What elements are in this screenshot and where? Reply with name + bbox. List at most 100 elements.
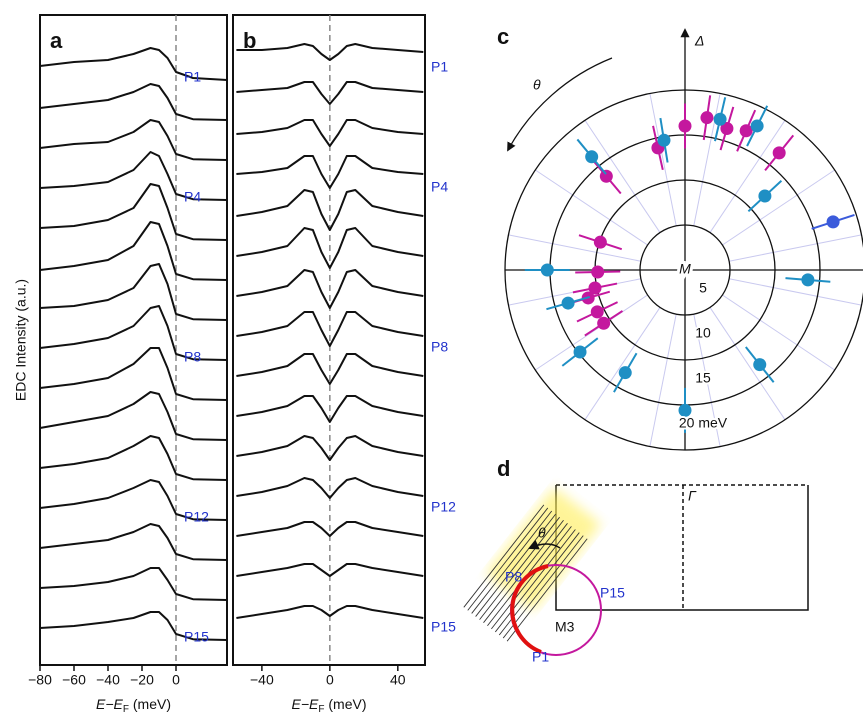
gap-point [753,358,767,372]
edc-curve [236,521,424,537]
edc-curve [39,221,228,281]
gap-point [588,281,602,295]
spoke [535,294,648,371]
glow [486,487,602,611]
gap-point [826,215,840,229]
x-tick-label: −80 [28,672,52,688]
spoke [693,314,721,447]
gap-point [618,366,632,380]
curve-label: P1 [184,69,201,85]
x-axis-title: E−EF (meV) [292,696,367,712]
curve-label: P4 [431,179,448,195]
hatch-line [467,507,549,611]
x-tick-label: 40 [390,672,406,688]
spoke [649,314,677,447]
cut-lines [463,487,602,642]
panel-d: d Γ θ P8 P15 M3 P1 [463,456,809,665]
edc-curve [39,183,228,241]
curve-label: P12 [431,499,456,515]
gap-point [597,316,611,330]
gap-point [720,121,734,135]
hatch-line [483,519,564,623]
edc-curve [236,353,424,385]
edc-curve [236,43,424,61]
gap-point [573,345,587,359]
edc-curve [236,269,424,309]
x-title-part: (meV) [324,696,366,712]
ring-label: 5 [699,280,707,296]
panel-letter: d [497,456,510,481]
spoke [584,307,661,420]
spoke [649,93,677,226]
edc-curve [236,311,424,347]
edc-curve [39,479,228,521]
hatch-line [479,516,560,620]
gap-point [593,235,607,249]
edc-curve [236,435,424,461]
curve-label: P8 [184,349,201,365]
gap-point [750,119,764,133]
edc-curve [236,155,424,189]
edc-curve [39,263,228,321]
edc-curve [236,563,424,577]
curve-label: P15 [184,629,209,645]
edc-curve [39,119,228,161]
hatch-line [491,526,572,630]
hatch-line [502,535,584,639]
x-tick-label: −40 [250,672,274,688]
gap-point [758,189,772,203]
x-axis-title: E−EF (meV) [96,696,171,712]
ring-label: 15 [695,370,711,386]
gap-point [801,273,815,287]
spoke [729,278,862,306]
plot-frame [232,14,426,666]
edc-curve [236,605,424,619]
hatch-line [506,538,588,642]
ring-label: 10 [695,325,711,341]
x-title-sub: F [123,704,129,712]
edc-curve [39,611,228,641]
edc-curve [39,391,228,441]
gamma-label: Γ [688,488,697,504]
hatch-line [471,510,553,614]
curve-label: P4 [184,189,201,205]
angle-label: θ [533,77,541,93]
angle-arrow [507,57,613,152]
gap-point [561,296,575,310]
gap-point [599,169,613,183]
edc-curve [39,83,228,121]
x-tick-label: −20 [130,672,154,688]
edc-curve [39,47,228,81]
edc-curve [39,523,228,561]
x-title-part: E−E [292,696,320,712]
x-title-sub: F [318,704,324,712]
spoke [722,294,835,371]
edc-curve [236,227,424,269]
spoke [709,307,786,420]
hatch-line [494,529,576,633]
spoke [709,120,786,233]
edc-curve [236,477,424,499]
gap-point [591,265,605,279]
gap-point [739,124,753,138]
edc-curve [236,119,424,147]
edc-curve [39,305,228,361]
spoke [722,169,835,246]
gap-point [713,112,727,126]
plot-frame [39,14,228,666]
spoke [508,234,641,262]
x-tick-label: 0 [326,672,334,688]
center-label: M [679,261,691,277]
hatch-line [475,513,557,617]
zone-edge [555,485,809,611]
spoke [729,234,862,262]
theta-label: θ [538,525,546,541]
y-axis-title: EDC Intensity (a.u.) [13,279,29,401]
spoke [584,120,661,233]
edc-curve [236,81,424,105]
theta-arrow [528,539,561,550]
curve-label: P15 [431,619,456,635]
panel-letter: b [243,28,256,53]
panel-letter: c [497,24,509,49]
